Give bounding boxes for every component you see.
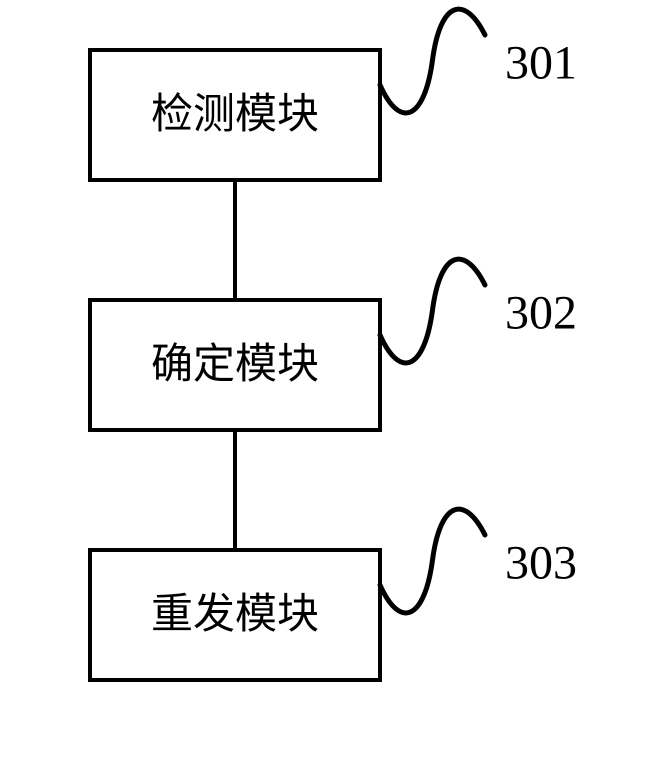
callout-label: 303: [505, 537, 577, 590]
module-box: 重发模块 303: [90, 509, 577, 680]
module-label: 确定模块: [151, 341, 319, 388]
callout-connector: [380, 259, 485, 363]
diagram-canvas: 检测模块 301 确定模块 302 重发模块 303: [0, 0, 670, 775]
module-box: 确定模块 302: [90, 259, 577, 430]
module-label: 重发模块: [151, 592, 319, 638]
callout-connector: [380, 509, 485, 613]
callout-label: 302: [505, 287, 577, 340]
callout-label: 301: [505, 37, 577, 90]
module-label: 检测模块: [151, 91, 319, 138]
callout-connector: [380, 9, 485, 113]
module-box: 检测模块 301: [90, 9, 577, 180]
